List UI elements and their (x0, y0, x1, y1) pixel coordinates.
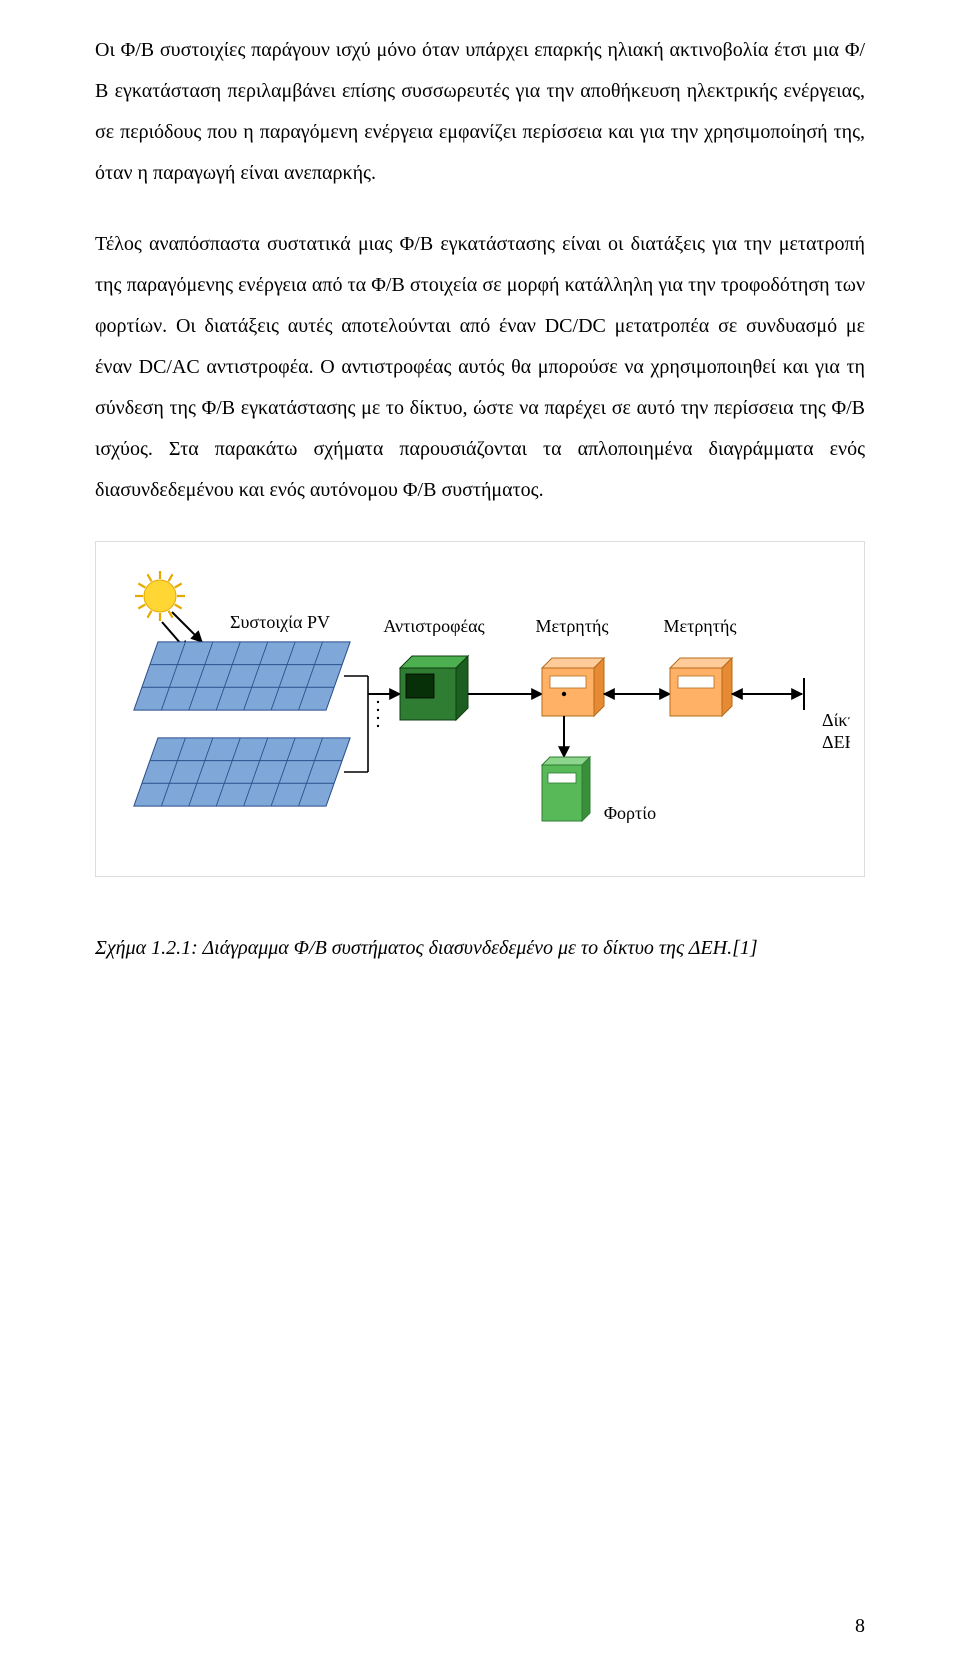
svg-text:Συστοιχία PV: Συστοιχία PV (230, 612, 330, 632)
svg-text:Δίκτυο: Δίκτυο (822, 710, 850, 730)
svg-text:Μετρητής: Μετρητής (536, 616, 609, 636)
svg-text:Μετρητής: Μετρητής (664, 616, 737, 636)
page-number: 8 (855, 1615, 865, 1638)
svg-text:ΔΕΗ: ΔΕΗ (822, 732, 850, 752)
paragraph-1: Οι Φ/Β συστοιχίες παράγουν ισχύ μόνο ότα… (95, 30, 865, 194)
diagram-svg: Συστοιχία PV Αντιστροφέας Μετρητής Μετρητής… (110, 560, 850, 850)
pv-system-diagram: Συστοιχία PV Αντιστροφέας Μετρητής Μετρητής… (95, 541, 865, 877)
figure-caption: Σχήμα 1.2.1: Διάγραμμα Φ/Β συστήματος δι… (95, 937, 865, 960)
svg-text:Αντιστροφέας: Αντιστροφέας (383, 616, 484, 636)
svg-text:Φορτίο: Φορτίο (604, 803, 656, 823)
page: Οι Φ/Β συστοιχίες παράγουν ισχύ μόνο ότα… (0, 0, 960, 1678)
paragraph-2: Τέλος αναπόσπαστα συστατικά μιας Φ/Β εγκ… (95, 224, 865, 511)
